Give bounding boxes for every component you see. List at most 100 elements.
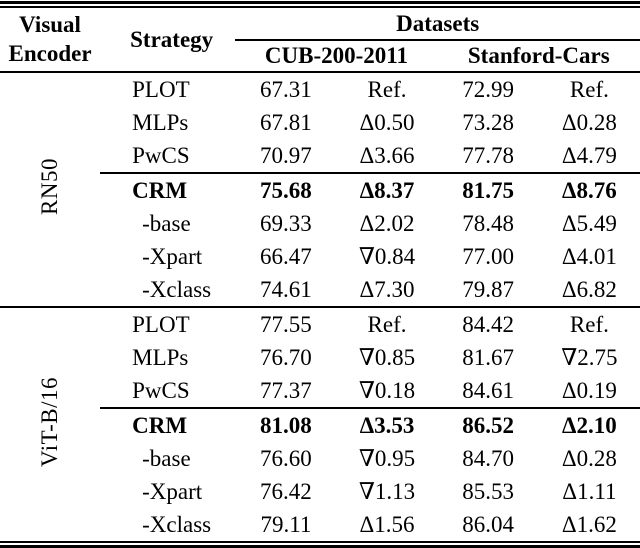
cars-score-cell: 86.52 <box>437 407 539 442</box>
cub-score-cell: 79.11 <box>260 511 312 537</box>
header-row-datasets: CUB-200-2011 Stanford-Cars <box>0 40 640 72</box>
strategy-cell: PLOT <box>132 76 190 102</box>
cub-delta-cell: Δ7.30 <box>359 276 415 302</box>
cub-delta-cell: ∇0.95 <box>358 445 416 471</box>
cars-score-cell: 78.48 <box>462 210 515 236</box>
strategy-cell: MLPs <box>132 109 189 135</box>
cub-score-cell: 67.81 <box>260 109 312 135</box>
cars-delta-cell: Ref. <box>569 76 609 102</box>
table-row: RN50 PLOT 67.31 Ref. 72.99 Ref. <box>0 72 640 215</box>
strategy-cell: -Xclass <box>142 511 212 537</box>
cub-delta-cell: Δ1.56 <box>359 511 415 537</box>
strategy-cell: PwCS <box>132 142 190 168</box>
cub-delta-cell: ∇0.18 <box>358 377 416 403</box>
table-row: PwCS 70.97 Δ3.66 77.78 Δ4.79 <box>0 139 640 173</box>
cars-delta-cell: Ref. <box>569 311 609 337</box>
cars-score-cell: 81.67 <box>462 344 515 370</box>
cars-delta-cell: Δ4.01 <box>561 243 617 269</box>
table-row: -base 76.60 ∇0.95 84.70 Δ0.28 <box>0 442 640 475</box>
cars-score-cell: 77.78 <box>462 142 515 168</box>
cars-delta-cell: Δ0.28 <box>561 445 617 471</box>
cub-delta-cell: Δ3.53 <box>336 407 438 442</box>
cars-delta-cell: Δ0.28 <box>561 109 617 135</box>
cub-delta-cell: Δ2.02 <box>359 210 415 236</box>
header-row-top: Visual Encoder Strategy Datasets <box>0 8 640 66</box>
cub-delta-cell: ∇0.85 <box>358 344 416 370</box>
cars-score-cell: 72.99 <box>462 76 515 102</box>
cub-score-cell: 77.37 <box>260 377 312 403</box>
cub-delta-cell: ∇1.13 <box>358 478 416 504</box>
cub-score-cell: 76.70 <box>260 344 312 370</box>
cars-delta-cell: Δ1.11 <box>562 478 617 504</box>
cars-score-cell: 85.53 <box>462 478 515 504</box>
cars-score-cell: 77.00 <box>462 243 515 269</box>
strategy-cell: -Xpart <box>142 478 203 504</box>
cub-delta-cell: Δ8.37 <box>336 172 438 207</box>
table-row: ViT-B/16 PLOT 77.55 Ref. 84.42 Ref. <box>0 307 640 467</box>
header-strategy: Strategy <box>130 26 214 52</box>
strategy-cell: MLPs <box>132 344 189 370</box>
header-visual-encoder-line1: Visual <box>19 12 81 38</box>
cub-score-cell: 77.55 <box>260 311 312 337</box>
table-header: Visual Encoder Strategy Datasets CUB-200… <box>0 8 640 72</box>
strategy-cell: PwCS <box>132 377 190 403</box>
cars-delta-cell: Δ4.79 <box>561 142 617 168</box>
cub-delta-cell: Ref. <box>367 76 407 102</box>
strategy-cell: -Xpart <box>142 243 203 269</box>
cars-delta-cell: Δ6.82 <box>561 276 617 302</box>
cub-score-cell: 81.08 <box>235 407 337 442</box>
table-row-crm: CRM 75.68 Δ8.37 81.75 Δ8.76 <box>0 172 640 207</box>
cub-score-cell: 76.60 <box>260 445 312 471</box>
cars-delta-cell: Δ1.62 <box>561 511 617 537</box>
strategy-cell: -Xclass <box>142 276 212 302</box>
cub-delta-cell: ∇0.84 <box>358 243 416 269</box>
cars-score-cell: 84.70 <box>462 445 515 471</box>
table-row: -Xclass 74.61 Δ7.30 79.87 Δ6.82 <box>0 273 640 307</box>
table-row: MLPs 76.70 ∇0.85 81.67 ∇2.75 <box>0 341 640 374</box>
group-rn50: RN50 PLOT 67.31 Ref. 72.99 Ref. MLPs 67.… <box>0 72 640 307</box>
cars-score-cell: 79.87 <box>462 276 515 302</box>
encoder-label-rn50: RN50 <box>0 72 100 307</box>
results-table: Visual Encoder Strategy Datasets CUB-200… <box>0 8 640 541</box>
header-datasets: Datasets <box>235 8 640 41</box>
cars-delta-cell: ∇2.75 <box>561 344 618 370</box>
cars-score-cell: 86.04 <box>462 511 515 537</box>
table-row: -Xclass 79.11 Δ1.56 86.04 Δ1.62 <box>0 508 640 541</box>
cars-score-cell: 84.42 <box>462 311 515 337</box>
cars-delta-cell: Δ5.49 <box>561 210 617 236</box>
encoder-label-text: RN50 <box>37 158 63 215</box>
cars-delta-cell: Δ0.19 <box>561 377 617 403</box>
strategy-cell: CRM <box>100 407 236 442</box>
cars-delta-cell: Δ2.10 <box>538 407 640 442</box>
table-row: -Xpart 76.42 ∇1.13 85.53 Δ1.11 <box>0 475 640 508</box>
cub-score-cell: 69.33 <box>260 210 312 236</box>
strategy-cell: PLOT <box>132 311 190 337</box>
cub-score-cell: 74.61 <box>260 276 312 302</box>
encoder-label-vit-b16: ViT-B/16 <box>0 307 100 541</box>
cub-score-cell: 76.42 <box>260 478 312 504</box>
strategy-cell: CRM <box>100 172 236 207</box>
cub-score-cell: 67.31 <box>260 76 312 102</box>
table-top-rule <box>0 1 640 8</box>
table-row: MLPs 67.81 Δ0.50 73.28 Δ0.28 <box>0 106 640 139</box>
table-row: PwCS 77.37 ∇0.18 84.61 Δ0.19 <box>0 374 640 408</box>
cars-delta-cell: Δ8.76 <box>538 172 640 207</box>
table-row-crm: CRM 81.08 Δ3.53 86.52 Δ2.10 <box>0 407 640 442</box>
header-visual-encoder-line2: Encoder <box>8 40 92 66</box>
strategy-cell: -base <box>142 210 191 236</box>
cars-score-cell: 73.28 <box>462 109 515 135</box>
table-row: -Xpart 66.47 ∇0.84 77.00 Δ4.01 <box>0 240 640 273</box>
cub-delta-cell: Δ0.50 <box>359 109 415 135</box>
cars-score-cell: 81.75 <box>437 172 539 207</box>
strategy-cell: -base <box>142 445 191 471</box>
encoder-label-text: ViT-B/16 <box>37 376 63 467</box>
cub-score-cell: 75.68 <box>235 172 337 207</box>
header-dataset-cars: Stanford-Cars <box>467 43 610 68</box>
header-dataset-cub: CUB-200-2011 <box>264 43 409 68</box>
cub-score-cell: 66.47 <box>260 243 312 269</box>
cub-delta-cell: Ref. <box>367 311 407 337</box>
cub-score-cell: 70.97 <box>260 142 312 168</box>
group-vit-b16: ViT-B/16 PLOT 77.55 Ref. 84.42 Ref. MLPs… <box>0 307 640 541</box>
cars-score-cell: 84.61 <box>462 377 515 403</box>
